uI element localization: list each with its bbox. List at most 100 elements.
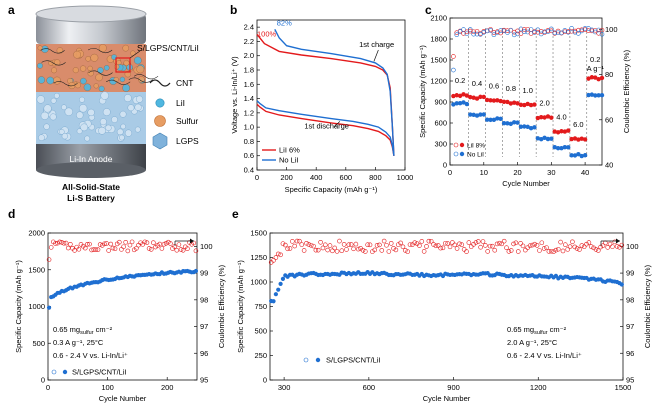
particle <box>37 62 43 69</box>
d-ce-point <box>108 241 114 247</box>
e-ce-point <box>365 242 370 247</box>
c-capacity-nolii-point <box>549 136 554 141</box>
particle <box>130 50 136 56</box>
c-ce-nolii-point <box>451 67 456 73</box>
b-pct-blue: 82% <box>277 19 292 28</box>
d-ce-point <box>102 241 107 247</box>
c-capacity-lii-point <box>579 136 584 141</box>
e-ce-point <box>475 239 481 244</box>
c-ce-nolii-point <box>559 30 564 36</box>
y2-tick-label: 100 <box>200 242 213 251</box>
y2-tick-label: 98 <box>626 295 634 304</box>
c-ce-lii-point <box>592 27 598 33</box>
e-ce-point <box>508 248 514 253</box>
e-ce-point <box>603 240 608 246</box>
y-tick-label: 1250 <box>250 253 267 262</box>
lgps-particle <box>40 111 49 120</box>
e-ce-point <box>570 239 575 245</box>
d-ce-point <box>59 240 65 245</box>
e-x-axis-label: Cycle Number <box>423 394 471 403</box>
e-ce-point <box>617 244 622 250</box>
c-capacity-nolii-point <box>572 153 578 158</box>
c-ce-nolii-point <box>511 32 517 38</box>
c-y2-axis-label: Coulombic Efficiency (%) <box>622 49 631 133</box>
y-tick-label: 2100 <box>430 14 447 23</box>
c-capacity-lii-point <box>589 75 595 80</box>
e-ce-point <box>478 244 483 250</box>
e-ce-point <box>391 246 396 251</box>
e-ce-point <box>325 247 330 253</box>
e-ce-point <box>483 243 488 248</box>
e-ce-point <box>282 242 288 248</box>
electrode-particles <box>36 44 159 142</box>
c-capacity-lii-point <box>508 101 513 106</box>
particle <box>136 65 145 74</box>
e-ce-point <box>558 239 563 245</box>
panel-letter-e: e <box>232 207 239 221</box>
c-capacity-lii-point <box>545 114 551 119</box>
c-capacity-nolii-point <box>518 124 524 129</box>
b-charge-label: 1st charge <box>359 40 394 49</box>
battery-top-face <box>35 5 147 23</box>
b-curves: LiI 6%No LiI <box>256 28 395 165</box>
panel-b-voltage-profile: b 0 200 400 600 800 1000 0.4 0.6 0.8 1.0 1.2 1.4 1.6… <box>230 3 413 194</box>
e-ce-point <box>285 246 290 252</box>
d-ce-point <box>112 246 118 252</box>
c-capacity-nolii-point <box>593 93 598 98</box>
panel-d-cycling-0-3: d 0 100 20005001000150020009596979899100Cy… <box>8 207 226 403</box>
lgps-particle <box>58 129 65 135</box>
d-y2-axis-label: Coulombic Efficiency (%) <box>217 264 226 348</box>
e-ce-point <box>273 255 279 260</box>
lgps-particle <box>102 108 111 116</box>
particle <box>90 53 99 62</box>
x-tick-label: 400 <box>310 173 323 182</box>
c-capacity-lii-point <box>566 128 571 133</box>
c-ce-nolii-point <box>454 32 460 38</box>
e-ce-point <box>563 242 568 247</box>
e-capacity-point <box>280 276 286 281</box>
c-capacity-lii-point <box>593 75 598 80</box>
d-ce-point <box>72 248 77 253</box>
c-rate-unit-label: A g⁻¹ <box>587 64 605 73</box>
b-lii-discharge-curve <box>256 103 395 156</box>
c-capacity-lii-point <box>501 99 507 105</box>
lgps-particle <box>79 96 85 103</box>
y2-tick-label: 95 <box>200 376 208 385</box>
d-ce-point <box>76 246 82 252</box>
particle <box>85 56 91 62</box>
e-ce-point <box>574 246 580 251</box>
e-rate-text: 2.0 A g⁻¹, 25°C <box>507 338 558 347</box>
c-capacity-nolii-point <box>461 100 466 105</box>
e-ce-point <box>548 248 554 254</box>
particle <box>93 83 99 89</box>
c-capacity-lii-point <box>549 115 554 120</box>
e-ce-point <box>388 241 394 246</box>
e-ce-point <box>593 247 599 252</box>
c-capacity-nolii-point <box>471 112 476 118</box>
c-capacity-nolii-point <box>589 92 595 97</box>
c-capacity-lii-point <box>495 98 500 103</box>
zoom-leader <box>129 50 141 59</box>
c-capacity-nolii-point <box>515 120 520 125</box>
y2-tick-label: 60 <box>605 115 613 124</box>
e-ce-point <box>607 241 613 247</box>
caption-line-2: Li-S Battery <box>67 193 115 203</box>
lgps-particle <box>119 134 125 141</box>
c-ce-lii-point <box>586 28 591 33</box>
c-capacity-nolii-point <box>488 117 493 123</box>
c-ce-nolii-point <box>505 30 510 35</box>
d-ce-point <box>63 240 69 246</box>
e-ce-point <box>308 243 314 248</box>
e-ce-point <box>520 243 526 249</box>
e-ce-point <box>490 243 495 249</box>
c-ce-nolii-point <box>491 32 497 38</box>
c-capacity-nolii-point <box>532 125 537 130</box>
e-ce-point <box>426 238 432 244</box>
e-ce-point <box>346 242 352 248</box>
y-tick-label: 1.4 <box>244 94 254 103</box>
e-ce-point <box>327 243 333 248</box>
particle <box>98 85 105 92</box>
c-capacity-nolii-point <box>481 112 486 117</box>
d-ce-point <box>68 241 73 247</box>
c-capacity-lii-point <box>552 129 557 134</box>
